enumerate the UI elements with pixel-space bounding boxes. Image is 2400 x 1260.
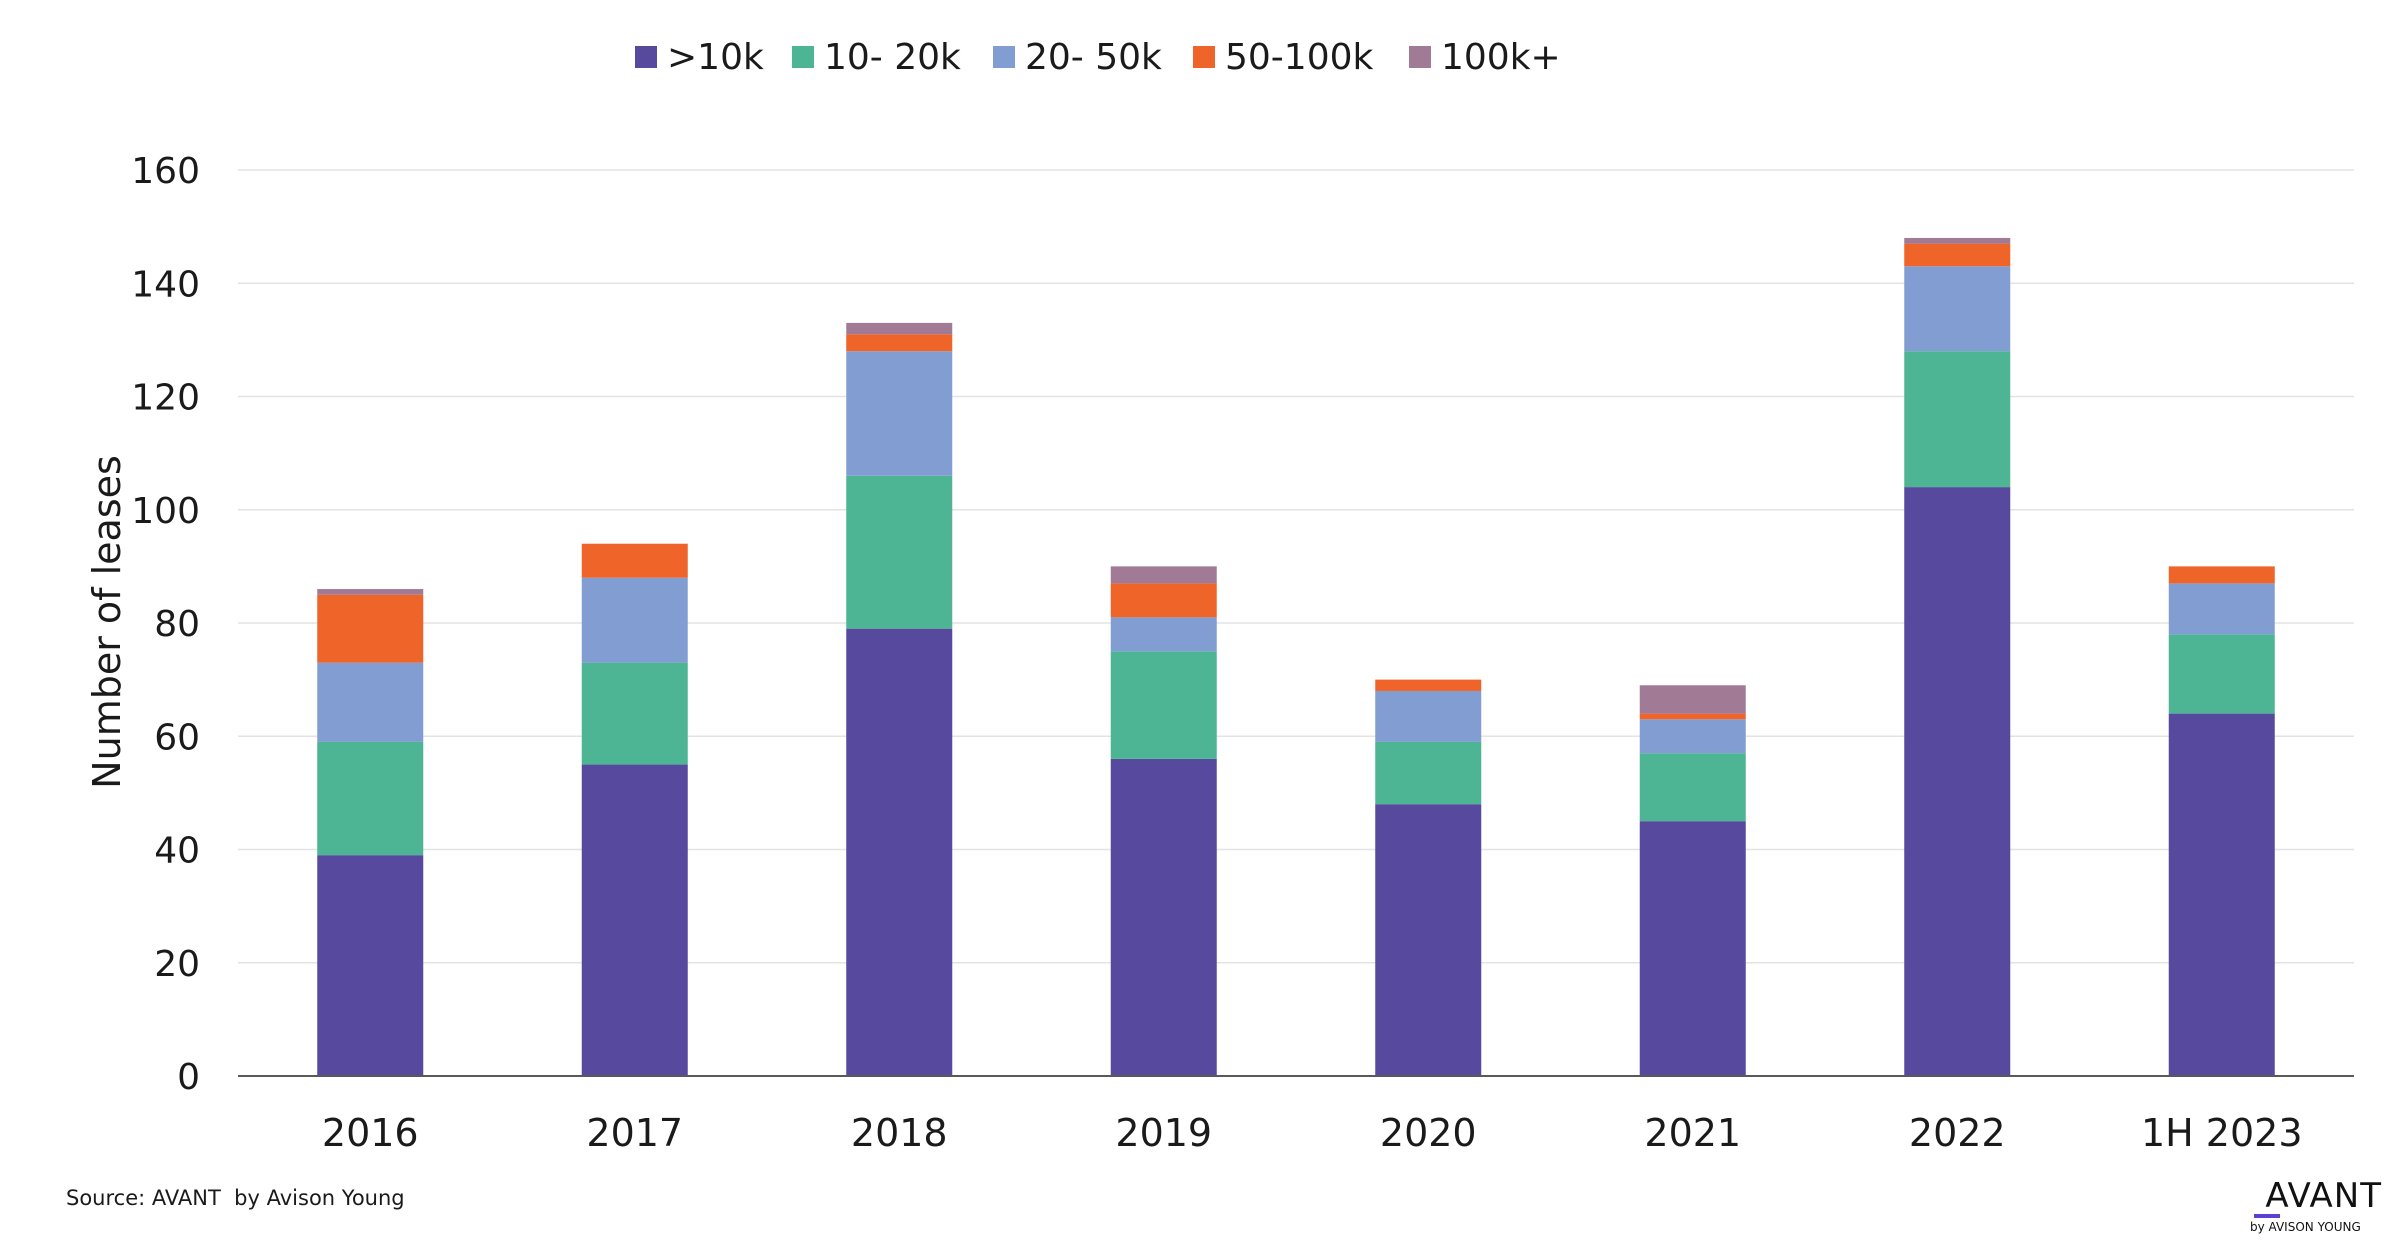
bar-segment xyxy=(846,628,953,1076)
bar-segment xyxy=(1639,821,1746,1076)
bar-segment xyxy=(581,662,688,765)
source-note: Source: AVANT by Avison Young xyxy=(66,1186,405,1210)
legend-label: 10- 20k xyxy=(824,37,961,78)
legend-label: 20- 50k xyxy=(1025,37,1162,78)
x-tick-label: 2021 xyxy=(1644,1111,1741,1155)
legend-swatch xyxy=(1409,46,1431,68)
bar-segment xyxy=(1110,651,1217,759)
x-tick-label: 2018 xyxy=(851,1111,948,1155)
bar-segment xyxy=(581,764,688,1076)
bar-segment xyxy=(1110,583,1217,618)
x-axis-ticks: 2016 2017 2018 2019 2020 2021 2022 1H 2023 xyxy=(322,1111,2303,1155)
x-tick-label: 2019 xyxy=(1115,1111,1212,1155)
bar-segment xyxy=(1904,487,2011,1077)
bar-segment xyxy=(846,334,953,352)
bar-segment xyxy=(317,855,424,1076)
bar-segment xyxy=(1904,237,2011,244)
y-tick-label: 100 xyxy=(131,491,200,532)
legend-swatch xyxy=(1193,46,1215,68)
bar-segment xyxy=(846,475,953,629)
bar-segment xyxy=(1110,566,1217,584)
legend-swatch xyxy=(635,46,657,68)
y-tick-label: 20 xyxy=(154,944,200,985)
x-tick-label: 2017 xyxy=(586,1111,683,1155)
y-tick-label: 60 xyxy=(154,717,200,758)
y-tick-label: 160 xyxy=(131,151,200,192)
bar-segment xyxy=(1375,741,1482,805)
bar-segment xyxy=(1904,266,2011,352)
x-tick-label: 2020 xyxy=(1380,1111,1477,1155)
bar-segment xyxy=(2168,713,2275,1076)
bar-segment xyxy=(1110,617,1217,652)
logo-accent-line xyxy=(2254,1214,2280,1218)
legend-label: 100k+ xyxy=(1441,37,1561,78)
bar-segment xyxy=(2168,583,2275,635)
legend-label: 50-100k xyxy=(1225,37,1374,78)
bar-segment xyxy=(846,322,953,335)
bar-segment xyxy=(317,741,424,856)
bar-segment xyxy=(1639,719,1746,754)
y-axis-ticks: 0 20 40 60 80 100 120 140 160 xyxy=(131,151,200,1098)
bar-segment xyxy=(317,662,424,742)
bar-segment xyxy=(581,543,688,578)
logo-wordmark: AVANT xyxy=(2265,1176,2382,1216)
bar-segment xyxy=(1639,713,1746,720)
bar-segment xyxy=(581,577,688,663)
x-tick-label: 2022 xyxy=(1909,1111,2006,1155)
x-tick-label: 2016 xyxy=(322,1111,419,1155)
y-tick-label: 0 xyxy=(177,1057,200,1098)
bar-segment xyxy=(1375,690,1482,742)
legend-label: >10k xyxy=(667,37,764,78)
legend-swatch xyxy=(792,46,814,68)
x-tick-label: 1H 2023 xyxy=(2141,1111,2303,1155)
bar-segment xyxy=(2168,634,2275,714)
bar-segment xyxy=(1375,804,1482,1076)
bar-segment xyxy=(1639,685,1746,714)
bar-segment xyxy=(317,589,424,595)
bar-segment xyxy=(1110,758,1217,1076)
legend: >10k 10- 20k 20- 50k 50-100k 100k+ xyxy=(635,37,1561,78)
bar-segment xyxy=(1639,753,1746,822)
y-tick-label: 120 xyxy=(131,378,200,419)
bar-segment xyxy=(2168,566,2275,584)
y-tick-label: 40 xyxy=(154,831,200,872)
logo-subtitle: by AVISON YOUNG xyxy=(2250,1220,2361,1234)
gridlines xyxy=(238,169,2354,964)
bars xyxy=(317,237,2275,1077)
y-tick-label: 80 xyxy=(154,604,200,645)
bar-segment xyxy=(846,351,953,476)
bar-segment xyxy=(1904,243,2011,267)
bar-segment xyxy=(317,594,424,663)
bar-segment xyxy=(1375,679,1482,691)
bar-segment xyxy=(1904,351,2011,488)
avant-logo: AVANT by AVISON YOUNG xyxy=(2222,1178,2382,1234)
legend-swatch xyxy=(993,46,1015,68)
y-tick-label: 140 xyxy=(131,264,200,305)
y-axis-title: Number of leases xyxy=(85,455,129,789)
